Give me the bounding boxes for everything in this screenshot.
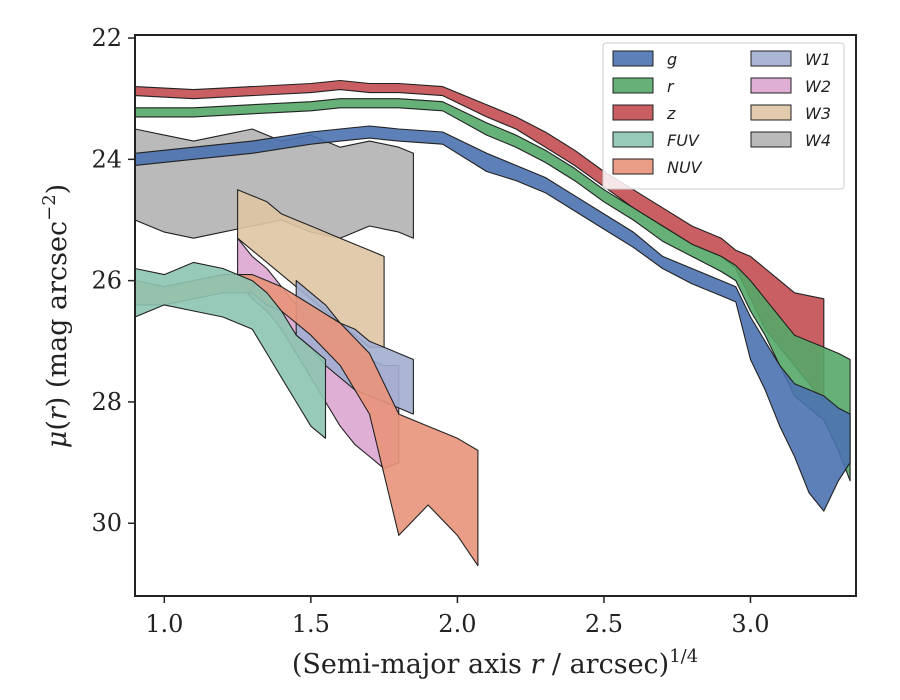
band-fuv	[135, 261, 327, 439]
y-tick-label: 30	[91, 509, 122, 537]
legend-label-g: g	[667, 50, 677, 69]
series-bands	[135, 79, 851, 567]
legend-label-w4: W4	[805, 131, 831, 150]
legend-label-r: r	[667, 77, 675, 96]
band-r	[135, 98, 851, 482]
x-tick-label: 1.0	[145, 610, 183, 638]
legend-label-w2: W2	[805, 77, 831, 96]
legend-swatch-fuv	[612, 131, 654, 148]
legend-label-w1: W1	[805, 50, 831, 69]
band-g	[135, 125, 851, 512]
legend: grz FUV NUV W1 W2 W3 W4	[602, 42, 845, 190]
legend-swatch-nuv	[612, 158, 654, 175]
legend-swatch-g	[612, 50, 654, 67]
legend-swatch-w1	[750, 50, 792, 67]
legend-swatch-z	[612, 104, 654, 121]
legend-label-fuv: FUV	[667, 131, 700, 150]
x-axis-title: (Semi-major axis r / arcsec)1/4	[292, 646, 698, 680]
legend-label-w3: W3	[805, 104, 831, 123]
legend-swatch-w3	[750, 104, 792, 121]
y-axis-title: μ(r) (mag arcsec−2)	[39, 184, 73, 448]
legend-label-z: z	[666, 104, 676, 123]
y-tick-label: 26	[91, 267, 122, 295]
legend-swatch-r	[612, 77, 654, 94]
x-tick-label: 2.0	[438, 610, 476, 638]
y-tick-label: 22	[91, 24, 122, 52]
x-tick-label: 1.5	[292, 610, 330, 638]
legend-swatch-w4	[750, 131, 792, 148]
y-axis: 22 24 26 28 30	[91, 24, 135, 537]
y-tick-label: 28	[91, 388, 122, 416]
legend-swatch-w2	[750, 77, 792, 94]
x-axis: 1.0 1.5 2.0 2.5 3.0	[145, 596, 770, 638]
y-tick-label: 24	[91, 145, 122, 173]
plot-frame	[134, 34, 857, 597]
x-tick-label: 3.0	[731, 610, 769, 638]
x-tick-label: 2.5	[585, 610, 623, 638]
legend-label-nuv: NUV	[667, 158, 703, 177]
